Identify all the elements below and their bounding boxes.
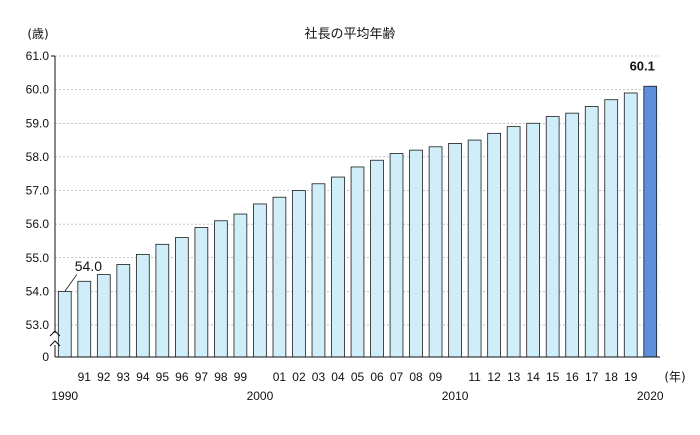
x-tick-label: 02: [292, 370, 306, 384]
bar-2010: [448, 143, 462, 358]
y-tick-label: 53.0: [26, 318, 50, 332]
x-tick-label: 05: [351, 370, 365, 384]
chart-title: 社長の平均年齢: [304, 26, 395, 42]
x-tick-label: 97: [195, 370, 209, 384]
x-tick-label: 93: [117, 370, 131, 384]
bar-17: [584, 106, 599, 358]
x-tick-label: 09: [429, 370, 443, 384]
bar-91: [77, 280, 92, 358]
bar-2020: [643, 85, 658, 358]
y-tick-label: 54.0: [26, 284, 50, 298]
x-tick-label: 92: [97, 370, 111, 384]
bar-14: [526, 122, 540, 358]
x-tick-label: 91: [78, 370, 92, 384]
x-tick-label: 03: [312, 370, 326, 384]
x-tick-label: 07: [390, 370, 404, 384]
y-axis-ticks: 61.0 60.0 59.0 58.0 57.0 56.0 55.0 54.0 53.0 0: [26, 49, 50, 364]
bar-93: [116, 264, 131, 358]
y-tick-label: 59.0: [26, 116, 50, 130]
x-axis-ticks: 91 92 93 94 95 96 97 98 99 01 02 03 04 05 06 07 08 09 11 12…: [51, 370, 664, 403]
bar-2000: [253, 203, 267, 358]
annotation-label-first: 54.0: [75, 258, 102, 274]
bar-94: [135, 253, 150, 358]
x-tick-label-year: 2020: [637, 389, 664, 403]
bars: [57, 85, 658, 358]
x-tick-label: 19: [624, 370, 638, 384]
axis-break-mark: [49, 330, 61, 347]
annotation-label-last: 60.1: [630, 58, 655, 73]
bar-97: [194, 227, 209, 358]
bar-03: [311, 183, 326, 358]
bar-18: [604, 99, 619, 358]
bar-06: [370, 159, 384, 358]
bar-08: [409, 149, 423, 358]
bar-16: [565, 112, 580, 358]
bar-19: [623, 92, 638, 358]
x-tick-label-year: 2010: [442, 389, 469, 403]
y-tick-label: 61.0: [26, 49, 50, 63]
bar-92: [96, 274, 111, 358]
y-tick-label: 58.0: [26, 150, 50, 164]
bar-1990: [57, 290, 72, 358]
x-tick-label: 95: [156, 370, 170, 384]
x-tick-label: 15: [546, 370, 560, 384]
x-tick-label: 96: [175, 370, 189, 384]
x-tick-label: 14: [526, 370, 540, 384]
x-tick-label: 04: [331, 370, 345, 384]
bar-98: [214, 220, 228, 358]
bar-01: [272, 196, 287, 358]
annotation-leader-line: [64, 274, 78, 292]
x-tick-label: 13: [507, 370, 521, 384]
bar-04: [331, 176, 345, 358]
x-tick-label: 06: [370, 370, 384, 384]
y-tick-label: 56.0: [26, 217, 50, 231]
bar-13: [506, 126, 521, 358]
y-tick-label: 55.0: [26, 251, 50, 265]
x-tick-label: 16: [565, 370, 579, 384]
y-axis-unit-label: (歳): [27, 27, 48, 41]
bar-96: [175, 237, 189, 358]
bar-07: [389, 153, 404, 358]
x-tick-label: 08: [409, 370, 423, 384]
bar-11: [467, 139, 482, 358]
x-tick-label: 01: [273, 370, 287, 384]
axes: [49, 55, 660, 358]
bar-99: [233, 213, 248, 358]
y-tick-label: 0: [42, 350, 49, 364]
y-tick-label: 60.0: [26, 83, 50, 97]
x-tick-label: 18: [605, 370, 619, 384]
x-tick-label: 17: [585, 370, 599, 384]
bar-02: [292, 190, 306, 358]
x-tick-label: 99: [234, 370, 248, 384]
x-tick-label: 94: [136, 370, 150, 384]
y-tick-label: 57.0: [26, 184, 50, 198]
x-tick-label: 98: [214, 370, 228, 384]
annotations: 54.0 60.1: [64, 58, 655, 292]
bar-15: [545, 116, 560, 358]
x-tick-label: 12: [487, 370, 501, 384]
x-axis-unit-label: (年): [664, 370, 685, 384]
bar-05: [350, 166, 365, 358]
bar-09: [428, 146, 443, 358]
bar-12: [487, 132, 501, 358]
x-tick-label: 11: [468, 370, 481, 384]
bar-95: [155, 243, 170, 358]
x-tick-label-year: 2000: [247, 389, 274, 403]
x-tick-label-year: 1990: [51, 389, 78, 403]
